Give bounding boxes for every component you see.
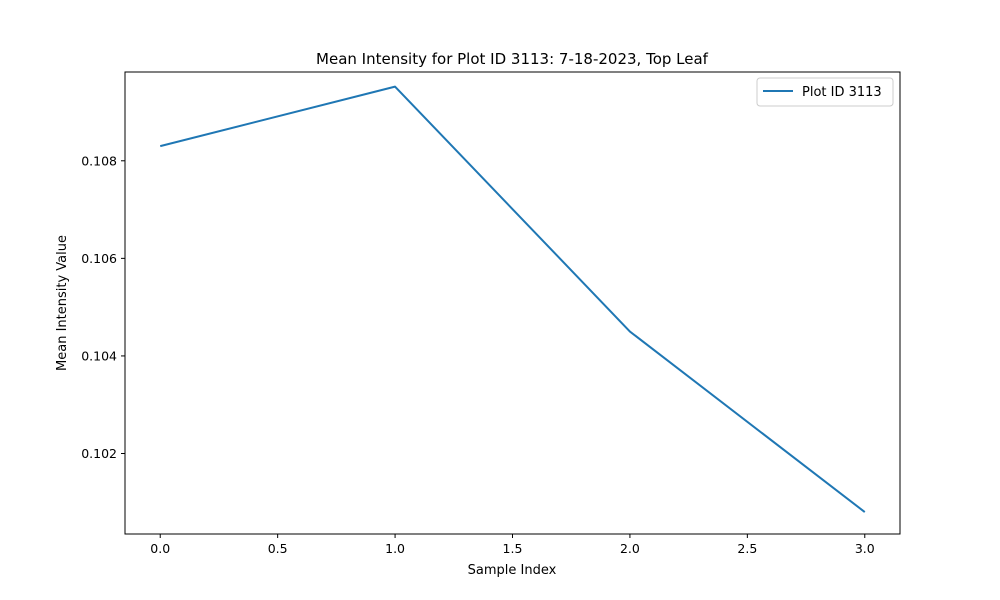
x-tick-label: 1.5 [503, 541, 523, 556]
x-tick-label: 2.5 [737, 541, 757, 556]
chart-title: Mean Intensity for Plot ID 3113: 7-18-20… [316, 50, 709, 68]
y-tick-label: 0.108 [81, 153, 117, 168]
y-axis: 0.102 0.104 0.106 0.108 [81, 153, 125, 461]
x-axis: 0.0 0.5 1.0 1.5 2.0 2.5 3.0 [150, 534, 875, 556]
x-tick-label: 3.0 [855, 541, 875, 556]
y-tick-label: 0.102 [81, 446, 117, 461]
y-tick-label: 0.106 [81, 251, 117, 266]
legend-label: Plot ID 3113 [802, 85, 882, 100]
x-tick-label: 2.0 [620, 541, 640, 556]
series-layer [159, 85, 866, 513]
legend: Plot ID 3113 [756, 77, 894, 107]
plot-area [124, 71, 901, 535]
x-tick-label: 0.0 [150, 541, 170, 556]
x-tick-label: 1.0 [385, 541, 405, 556]
series-line [159, 85, 866, 513]
y-axis-label: Mean Intensity Value [55, 235, 70, 371]
x-tick-label: 0.5 [268, 541, 288, 556]
y-tick-label: 0.104 [81, 348, 117, 363]
x-axis-label: Sample Index [468, 563, 557, 578]
legend-box [756, 77, 894, 107]
